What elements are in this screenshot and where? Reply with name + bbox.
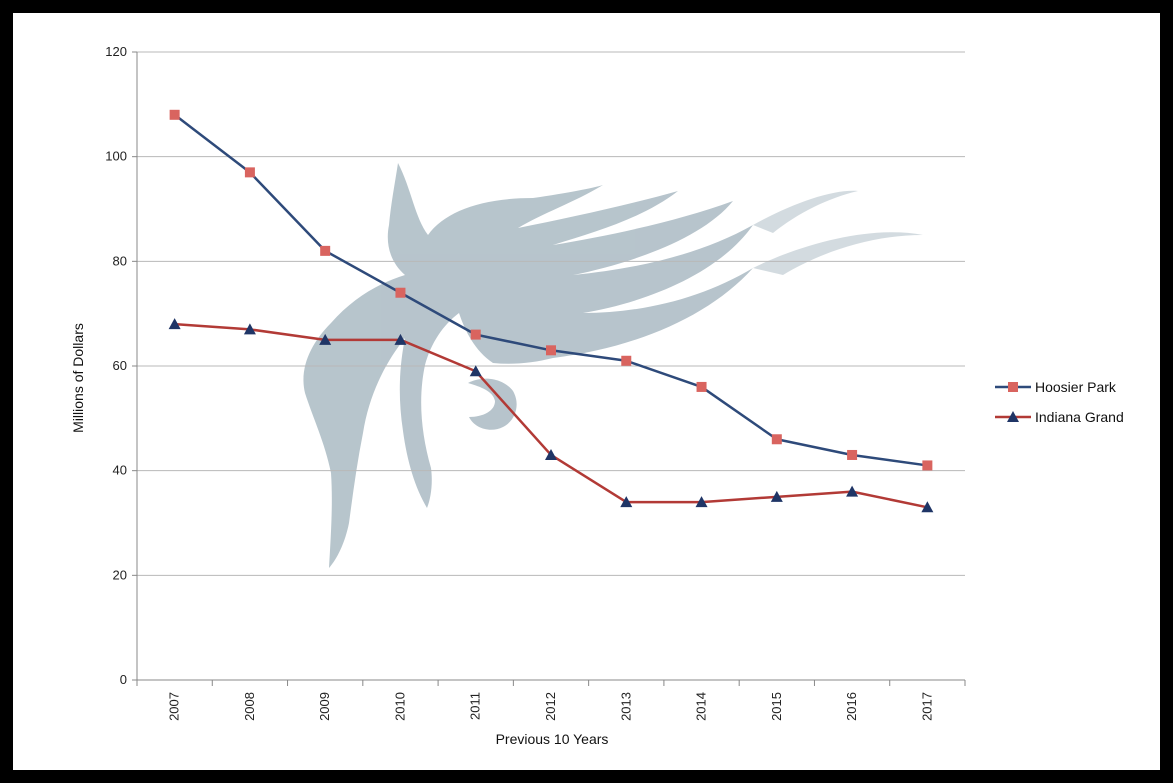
x-axis-ticks: 2007 2008 2009 2010 2011 2012 2013 2014 2015 2016… bbox=[136, 680, 966, 721]
chart-frame: 0 20 40 60 80 100 120 2007 2008 2009 2010 2011 2012… bbox=[13, 13, 1160, 770]
y-tick-label: 40 bbox=[113, 463, 127, 478]
hoosier-park-point bbox=[546, 345, 556, 356]
x-tick-label: 2011 bbox=[468, 692, 483, 720]
y-tick-label: 100 bbox=[105, 149, 127, 164]
gridlines bbox=[137, 51, 965, 576]
x-tick-label: 2008 bbox=[242, 692, 257, 721]
indiana-grand-point bbox=[545, 448, 557, 460]
x-tick-label: 2013 bbox=[618, 692, 633, 721]
x-tick-label: 2017 bbox=[919, 692, 934, 721]
x-tick-label: 2016 bbox=[844, 692, 859, 721]
y-tick-label: 120 bbox=[105, 44, 127, 59]
indiana-grand-point bbox=[394, 333, 407, 345]
hoosier-park-legend-label: Hoosier Park bbox=[1035, 379, 1117, 395]
hoosier-park-point bbox=[470, 329, 481, 340]
y-tick-label: 0 bbox=[120, 672, 127, 687]
x-tick-label: 2012 bbox=[543, 692, 558, 721]
indiana-grand-legend-point bbox=[1007, 411, 1019, 422]
indiana-grand-legend-label: Indiana Grand bbox=[1035, 409, 1124, 425]
hoosier-park-point bbox=[395, 287, 406, 298]
x-tick-label: 2007 bbox=[167, 692, 182, 721]
indiana-grand-point bbox=[846, 485, 859, 497]
x-tick-label: 2014 bbox=[694, 692, 709, 721]
hoosier-park-point bbox=[922, 460, 933, 471]
hoosier-park-legend-point bbox=[1008, 382, 1018, 392]
indiana-grand-point bbox=[921, 501, 934, 513]
indiana-grand-point bbox=[243, 323, 256, 335]
indiana-grand-point bbox=[168, 318, 181, 330]
line-chart: 0 20 40 60 80 100 120 2007 2008 2009 2010 2011 2012… bbox=[70, 44, 1124, 747]
series-layer bbox=[168, 109, 934, 513]
hoosier-park-point bbox=[320, 245, 331, 256]
x-axis-title: Previous 10 Years bbox=[496, 731, 609, 747]
hoosier-park-point bbox=[621, 355, 632, 366]
y-axis-title: Millions of Dollars bbox=[70, 323, 86, 433]
hoosier-park-point bbox=[244, 167, 255, 178]
horse-watermark bbox=[303, 163, 923, 568]
y-tick-label: 80 bbox=[113, 253, 127, 268]
legend: Hoosier Park Indiana Grand bbox=[995, 379, 1124, 425]
hoosier-park-point bbox=[771, 434, 782, 445]
hoosier-park-point bbox=[696, 381, 707, 392]
hoosier-park-point bbox=[847, 449, 858, 460]
y-axis-ticks: 0 20 40 60 80 100 120 bbox=[105, 44, 137, 687]
indiana-grand-point bbox=[620, 496, 633, 508]
x-tick-label: 2009 bbox=[317, 692, 332, 721]
y-tick-label: 20 bbox=[113, 567, 127, 582]
indiana-grand-point bbox=[695, 496, 708, 508]
indiana-grand-point bbox=[469, 365, 482, 377]
x-tick-label: 2015 bbox=[769, 692, 784, 721]
hoosier-park-point bbox=[169, 109, 180, 120]
indiana-grand-point bbox=[770, 490, 783, 502]
indiana-grand-point bbox=[319, 333, 332, 345]
x-tick-label: 2010 bbox=[392, 692, 407, 721]
y-tick-label: 60 bbox=[113, 358, 127, 373]
